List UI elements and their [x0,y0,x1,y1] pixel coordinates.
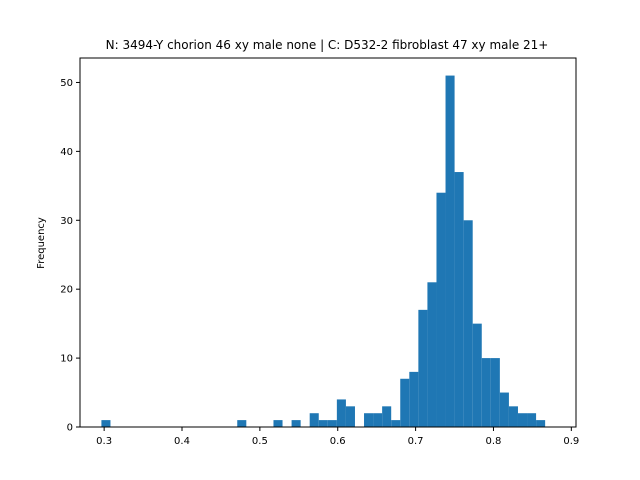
histogram-bar [527,413,537,427]
x-tick-label: 0.6 [330,436,346,447]
histogram-bar [436,192,446,427]
histogram-bar [237,420,247,427]
histogram-bar [382,406,392,427]
histogram-bar [291,420,301,427]
y-axis-ticks: 0 10 20 30 40 50 [60,78,80,434]
x-tick-label: 0.4 [174,436,190,447]
chart-title: N: 3494-Y chorion 46 xy male none | C: D… [106,38,549,52]
x-tick-label: 0.7 [408,436,424,447]
x-tick-label: 0.9 [563,436,579,447]
y-tick-label: 10 [60,354,73,365]
histogram-bar [101,420,111,427]
histogram-bar [481,358,491,427]
histogram-bar [318,420,328,427]
x-tick-label: 0.8 [486,436,502,447]
histogram-bar [345,406,355,427]
histogram-bar [445,75,455,428]
histogram-bar [499,392,509,427]
histogram-bar [508,406,518,427]
histogram-bar [517,413,528,427]
plot-frame [79,57,577,428]
histogram-bar [309,413,319,427]
y-tick-label: 0 [67,423,73,434]
y-tick-label: 20 [60,285,73,296]
histogram-bar [400,378,410,427]
bars-group [101,75,546,428]
histogram-bar [364,413,374,427]
histogram-bar [336,399,346,427]
histogram-bar [273,420,283,427]
y-tick-label: 50 [60,78,73,89]
y-tick-label: 40 [60,147,73,158]
histogram-bar [490,358,500,427]
y-axis-label: Frequency [36,217,47,269]
histogram-bar [463,220,473,427]
histogram-bar [454,172,464,427]
histogram-bar [472,323,482,427]
x-tick-label: 0.3 [96,436,112,447]
histogram-bar [391,420,401,427]
histogram-bar [373,413,383,427]
x-tick-label: 0.5 [252,436,268,447]
x-axis-ticks: 0.3 0.4 0.5 0.6 0.7 0.8 0.9 [96,427,579,447]
histogram-bar [418,309,428,427]
histogram-bar [536,420,546,427]
histogram-bar [427,282,437,427]
histogram-bar [327,420,337,427]
histogram-bar [409,371,419,427]
y-tick-label: 30 [60,216,73,227]
